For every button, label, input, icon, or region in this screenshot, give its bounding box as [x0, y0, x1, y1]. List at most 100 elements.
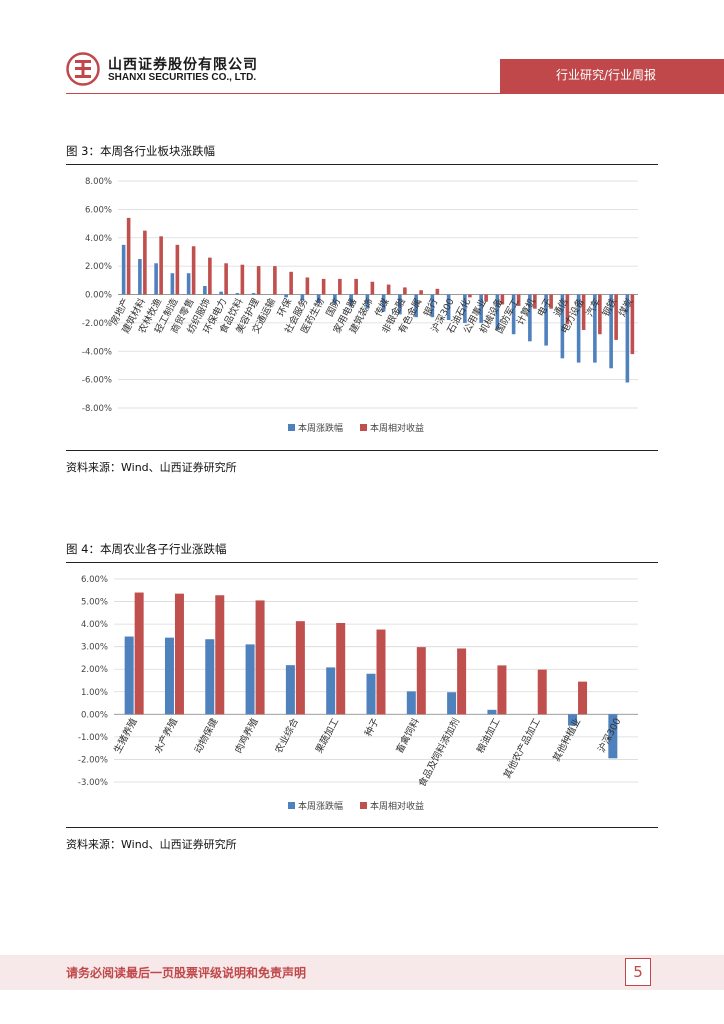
bar-relative-return — [376, 629, 386, 715]
bar-relative-return — [565, 294, 570, 325]
category-label: 农业综合 — [273, 716, 302, 756]
bar-relative-return — [134, 592, 144, 715]
y-tick-label: 1.00% — [81, 688, 108, 698]
bar-weekly-change — [300, 294, 305, 301]
bar-weekly-change — [414, 294, 418, 318]
y-tick-label: 2.00% — [81, 665, 108, 675]
figure3-top-rule — [66, 164, 658, 165]
bar-weekly-change — [235, 293, 240, 295]
bar-relative-return — [321, 278, 326, 295]
y-tick-label: -1.00% — [78, 733, 108, 743]
bar-weekly-change — [205, 639, 215, 715]
category-label: 果蔬加工 — [313, 716, 342, 756]
category-label: 粮油加工 — [474, 716, 503, 756]
report-type: 行业研究/行业周报 — [556, 68, 657, 82]
company-logo-icon — [66, 52, 100, 86]
bar-relative-return — [416, 647, 426, 715]
bar-weekly-change — [186, 273, 191, 295]
bar-weekly-change — [333, 294, 337, 305]
footer-band — [0, 955, 724, 990]
bar-relative-return — [338, 278, 342, 295]
legend-label: 本周相对收益 — [370, 422, 424, 434]
bar-relative-return — [598, 294, 602, 335]
bar-relative-return — [289, 271, 293, 295]
bar-relative-return — [175, 244, 180, 295]
figure4-chart: 6.00% 5.00% 4.00% 3.00% 2.00% 1.00% 0.00% -1.00… — [78, 575, 638, 812]
bar-weekly-change — [568, 714, 578, 726]
bar-weekly-change — [121, 244, 126, 295]
y-tick-label: 0.00% — [81, 710, 108, 720]
bar-weekly-change — [446, 294, 451, 321]
category-label: 其他农产品加工 — [501, 716, 543, 781]
bar-weekly-change — [406, 691, 416, 715]
bar-relative-return — [386, 284, 391, 295]
bar-relative-return — [484, 294, 488, 302]
figure4-source: 资料来源：Wind、山西证券研究所 — [66, 838, 237, 851]
y-tick-label: 6.00% — [85, 205, 112, 215]
bar-weekly-change — [154, 263, 158, 295]
bar-relative-return — [578, 681, 588, 715]
bar-weekly-change — [164, 637, 174, 715]
y-tick-label: -4.00% — [82, 347, 112, 357]
y-tick-label: 4.00% — [81, 620, 108, 630]
bar-weekly-change — [284, 294, 288, 298]
category-label: 食品及饲料添加剂 — [416, 716, 462, 789]
legend-label: 本周相对收益 — [370, 800, 424, 812]
y-tick-label: 2.00% — [85, 262, 112, 272]
category-label: 生猪养殖 — [111, 716, 140, 756]
bar-weekly-change — [479, 294, 483, 323]
bar-relative-return — [255, 600, 265, 715]
legend-swatch — [360, 802, 367, 809]
figure3-bottom-rule — [66, 450, 658, 451]
bar-weekly-change — [366, 673, 376, 715]
figure4-title: 图 4：本周农业各子行业涨跌幅 — [66, 542, 227, 556]
header-bar — [500, 59, 724, 93]
bar-weekly-change — [495, 294, 500, 330]
bar-relative-return — [191, 246, 196, 295]
bar-weekly-change — [326, 667, 336, 715]
y-tick-label: -2.00% — [78, 755, 108, 765]
bar-weekly-change — [203, 285, 207, 295]
bar-weekly-change — [170, 273, 175, 295]
bar-relative-return — [240, 264, 245, 295]
figure3-title: 图 3：本周各行业板块涨跌幅 — [66, 144, 215, 158]
bar-relative-return — [370, 281, 375, 295]
page-number: 5 — [625, 958, 651, 986]
bar-weekly-change — [560, 294, 565, 359]
category-label: 动物保健 — [192, 716, 221, 756]
category-label: 肉鸡养殖 — [232, 716, 261, 756]
bar-weekly-change — [625, 294, 630, 383]
bar-relative-return — [500, 294, 505, 305]
y-tick-label: -3.00% — [78, 778, 108, 788]
bar-weekly-change — [349, 294, 353, 306]
bar-relative-return — [256, 266, 261, 295]
bar-weekly-change — [285, 665, 295, 715]
y-tick-label: 6.00% — [81, 575, 108, 585]
bar-weekly-change — [245, 644, 255, 715]
y-tick-label: 4.00% — [85, 234, 112, 244]
y-tick-label: 3.00% — [81, 643, 108, 653]
bar-relative-return — [516, 294, 521, 306]
bar-weekly-change — [593, 294, 597, 363]
bar-weekly-change — [609, 294, 613, 369]
bar-relative-return — [537, 669, 547, 715]
y-tick-label: 8.00% — [85, 177, 112, 187]
bar-relative-return — [497, 665, 507, 715]
bar-weekly-change — [381, 294, 386, 312]
bar-relative-return — [630, 294, 635, 355]
bar-relative-return — [273, 266, 277, 295]
y-tick-label: -6.00% — [82, 376, 112, 386]
figure3-chart: 8.00% 6.00% 4.00% 2.00% 0.00% -2.00% -4.00% -6.… — [82, 177, 638, 434]
bar-relative-return — [305, 277, 310, 295]
bar-relative-return — [295, 621, 305, 715]
bar-weekly-change — [463, 294, 467, 323]
bar-relative-return — [174, 593, 184, 715]
bar-weekly-change — [251, 293, 256, 295]
y-tick-label: 0.00% — [85, 291, 112, 301]
bar-relative-return — [533, 294, 537, 309]
bar-relative-return — [614, 294, 618, 340]
figure4-bottom-rule — [66, 827, 658, 828]
figure4-top-rule — [66, 562, 658, 563]
category-label: 其他种植业 — [550, 716, 583, 764]
company-name-en: SHANXI SECURITIES CO., LTD. — [108, 72, 257, 83]
